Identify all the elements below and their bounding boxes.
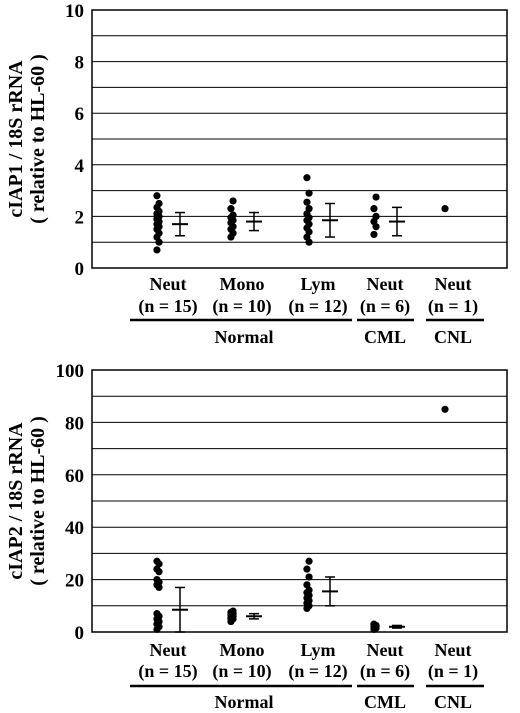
y-tick-label: 8 (75, 53, 85, 74)
data-point (441, 205, 449, 213)
y-tick-label: 0 (75, 623, 85, 644)
data-point (303, 565, 311, 573)
data-point (372, 212, 380, 220)
category-label: Mono (220, 274, 265, 294)
data-point (303, 581, 311, 589)
category-label: Neut (367, 640, 404, 660)
category-n-label: (n = 6) (360, 661, 410, 682)
category-label: Neut (435, 640, 472, 660)
category-n-label: (n = 1) (428, 296, 478, 317)
data-point (153, 610, 161, 618)
y-axis-label: cIAP2 / 18S rRNA (5, 422, 27, 580)
group-label: Normal (215, 327, 274, 347)
chart-panel-1: 0 2 4 6 8 10 cIAP1 / 18S rRNA( relative to HL-… (5, 1, 508, 347)
data-point (153, 192, 161, 200)
category-n-label: (n = 12) (288, 661, 347, 682)
chart-panel-2: 0 20 40 60 80 100 cIAP2 / 18S rRNA( relative t… (5, 361, 508, 712)
data-point (229, 197, 237, 205)
data-point (153, 557, 161, 565)
data-point (155, 199, 163, 208)
category-label: Neut (150, 640, 187, 660)
data-point (305, 573, 313, 581)
data-point (229, 612, 237, 620)
plot-frame (91, 369, 508, 633)
data-point (305, 557, 313, 565)
y-tick-label: 80 (65, 413, 84, 434)
y-axis-label: cIAP1 / 18S rRNA (5, 60, 27, 218)
y-tick-label: 20 (65, 571, 84, 592)
category-label: Neut (435, 274, 472, 294)
data-point (229, 607, 237, 615)
data-point (372, 193, 380, 201)
category-n-label: (n = 15) (138, 661, 197, 682)
y-tick-label: 4 (75, 156, 85, 177)
data-point (229, 211, 237, 219)
data-point (370, 230, 378, 239)
y-tick-label: 2 (75, 207, 85, 228)
data-point (370, 205, 378, 213)
plot-frame (91, 9, 508, 269)
group-label: CNL (434, 692, 472, 712)
y-axis-label: ( relative to HL-60 ) (27, 54, 49, 224)
data-point (227, 205, 235, 213)
category-n-label: (n = 10) (212, 296, 271, 317)
y-tick-label: 40 (65, 518, 84, 539)
y-tick-label: 6 (75, 104, 85, 125)
category-n-label: (n = 1) (428, 661, 478, 682)
data-point (153, 246, 161, 254)
category-n-label: (n = 12) (288, 296, 347, 317)
data-point (303, 174, 311, 182)
category-label: Mono (220, 640, 265, 660)
data-point (305, 238, 313, 246)
category-n-label: (n = 10) (212, 661, 271, 682)
y-axis-label: ( relative to HL-60 ) (27, 416, 49, 586)
category-label: Neut (367, 274, 404, 294)
y-tick-label: 60 (65, 466, 84, 487)
group-label: CML (364, 692, 406, 712)
y-tick-label: 10 (65, 1, 84, 22)
category-n-label: (n = 6) (360, 296, 410, 317)
group-label: CNL (434, 327, 472, 347)
data-point (153, 576, 161, 584)
category-label: Lym (300, 274, 335, 294)
category-n-label: (n = 15) (138, 296, 197, 317)
category-label: Neut (150, 274, 187, 294)
group-label: Normal (215, 692, 274, 712)
category-label: Lym (300, 640, 335, 660)
data-point (305, 205, 313, 213)
y-tick-label: 100 (56, 361, 85, 382)
data-point (303, 198, 311, 206)
data-point (441, 405, 449, 413)
group-label: CML (364, 327, 406, 347)
data-point (305, 189, 313, 197)
y-tick-label: 0 (75, 259, 85, 280)
data-point (372, 623, 380, 631)
